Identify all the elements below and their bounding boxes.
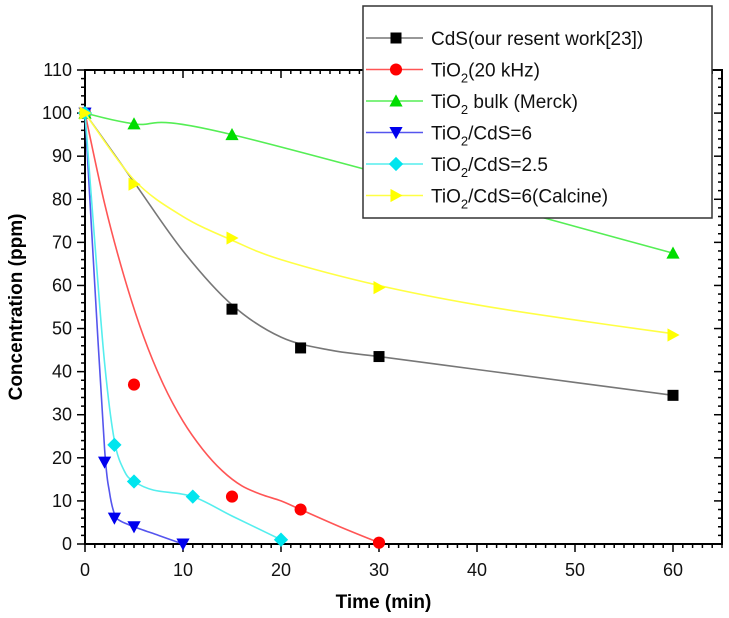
legend-marker bbox=[389, 94, 403, 107]
data-point bbox=[79, 106, 92, 120]
data-point bbox=[666, 246, 680, 259]
data-point bbox=[185, 489, 200, 504]
data-point bbox=[127, 378, 141, 391]
data-point bbox=[294, 503, 307, 516]
data-point bbox=[128, 177, 141, 191]
series-line bbox=[84, 112, 674, 397]
legend-label-sub: 2 bbox=[461, 134, 468, 149]
data-point bbox=[226, 231, 239, 245]
y-tick-label: 40 bbox=[52, 362, 72, 382]
y-tick-label: 50 bbox=[52, 319, 72, 339]
legend-label-sub: 2 bbox=[461, 102, 468, 117]
x-axis-title: Time (min) bbox=[336, 592, 432, 613]
legend-label-sub: 2 bbox=[461, 165, 468, 180]
legend: CdS(our resent work[23])TiO2(20 kHz)TiO2… bbox=[362, 5, 713, 219]
data-point bbox=[667, 389, 679, 401]
legend-label-main: TiO bbox=[431, 187, 461, 208]
legend-label-sub: 2 bbox=[461, 197, 468, 212]
x-tick-label: 40 bbox=[467, 560, 487, 580]
data-point bbox=[98, 456, 112, 469]
legend-label: TiO2/CdS=2.5 bbox=[431, 155, 548, 180]
y-axis-title: Concentration (ppm) bbox=[6, 214, 27, 401]
data-point bbox=[107, 512, 121, 525]
legend-label-rest: bulk (Merck) bbox=[468, 92, 578, 113]
legend-marker bbox=[389, 63, 403, 76]
y-tick-label: 70 bbox=[52, 232, 72, 252]
x-tick-label: 10 bbox=[173, 560, 193, 580]
legend-label-main: TiO bbox=[431, 155, 461, 176]
legend-label: TiO2/CdS=6 bbox=[431, 124, 532, 149]
data-point bbox=[176, 538, 190, 551]
legend-label-main: TiO bbox=[431, 92, 461, 113]
data-point bbox=[127, 117, 141, 130]
y-tick-label: 20 bbox=[52, 448, 72, 468]
series-line bbox=[84, 113, 184, 545]
legend-marker bbox=[390, 188, 403, 203]
x-tick-label: 0 bbox=[80, 560, 90, 580]
series-line bbox=[84, 112, 674, 335]
data-point bbox=[127, 521, 141, 534]
series-line bbox=[84, 113, 282, 541]
y-tick-label: 10 bbox=[52, 491, 72, 511]
data-point bbox=[225, 490, 239, 503]
y-tick-label: 100 bbox=[42, 103, 72, 123]
legend-label: TiO2(20 kHz) bbox=[431, 61, 540, 86]
y-tick-label: 80 bbox=[52, 189, 72, 209]
series-layer bbox=[77, 105, 680, 551]
x-tick-label: 50 bbox=[565, 560, 585, 580]
legend-label-rest: /CdS=2.5 bbox=[468, 155, 548, 176]
legend-label-rest: (20 kHz) bbox=[468, 61, 540, 82]
y-tick-label: 110 bbox=[43, 60, 72, 80]
legend-marker bbox=[390, 32, 402, 44]
series-1 bbox=[78, 107, 386, 549]
data-point bbox=[226, 303, 238, 315]
data-point bbox=[295, 342, 307, 354]
y-tick-label: 60 bbox=[52, 275, 72, 295]
y-tick-label: 30 bbox=[52, 405, 72, 425]
data-point bbox=[372, 536, 386, 549]
legend-marker bbox=[388, 156, 404, 172]
legend-marker bbox=[389, 127, 403, 140]
data-point bbox=[126, 474, 142, 489]
x-tick-label: 20 bbox=[271, 560, 291, 580]
data-point bbox=[373, 281, 386, 295]
legend-label: TiO2 bulk (Merck) bbox=[431, 92, 578, 117]
legend-label-rest: /CdS=6(Calcine) bbox=[468, 187, 608, 208]
data-point bbox=[373, 351, 385, 363]
legend-label-sub: 2 bbox=[461, 71, 468, 86]
legend-label-main: CdS(our resent work[23]) bbox=[431, 29, 643, 50]
legend-box bbox=[362, 5, 713, 219]
data-point bbox=[667, 328, 680, 342]
data-point bbox=[107, 437, 122, 453]
y-tick-label: 90 bbox=[52, 146, 72, 166]
legend-label: TiO2/CdS=6(Calcine) bbox=[431, 187, 608, 212]
y-axis: 0 10 20 30 40 50 60 70 80 90 100 110 bbox=[42, 60, 722, 554]
x-tick-label: 30 bbox=[369, 560, 389, 580]
legend-label-rest: /CdS=6 bbox=[468, 124, 532, 145]
y-tick-label: 0 bbox=[62, 534, 72, 554]
x-tick-label: 60 bbox=[663, 560, 683, 580]
legend-label: CdS(our resent work[23]) bbox=[431, 29, 643, 50]
series-4 bbox=[77, 105, 289, 547]
data-point bbox=[273, 532, 289, 547]
legend-label-main: TiO bbox=[431, 124, 461, 145]
data-point bbox=[225, 128, 239, 141]
series-5 bbox=[79, 106, 680, 342]
legend-label-main: TiO bbox=[431, 61, 461, 82]
